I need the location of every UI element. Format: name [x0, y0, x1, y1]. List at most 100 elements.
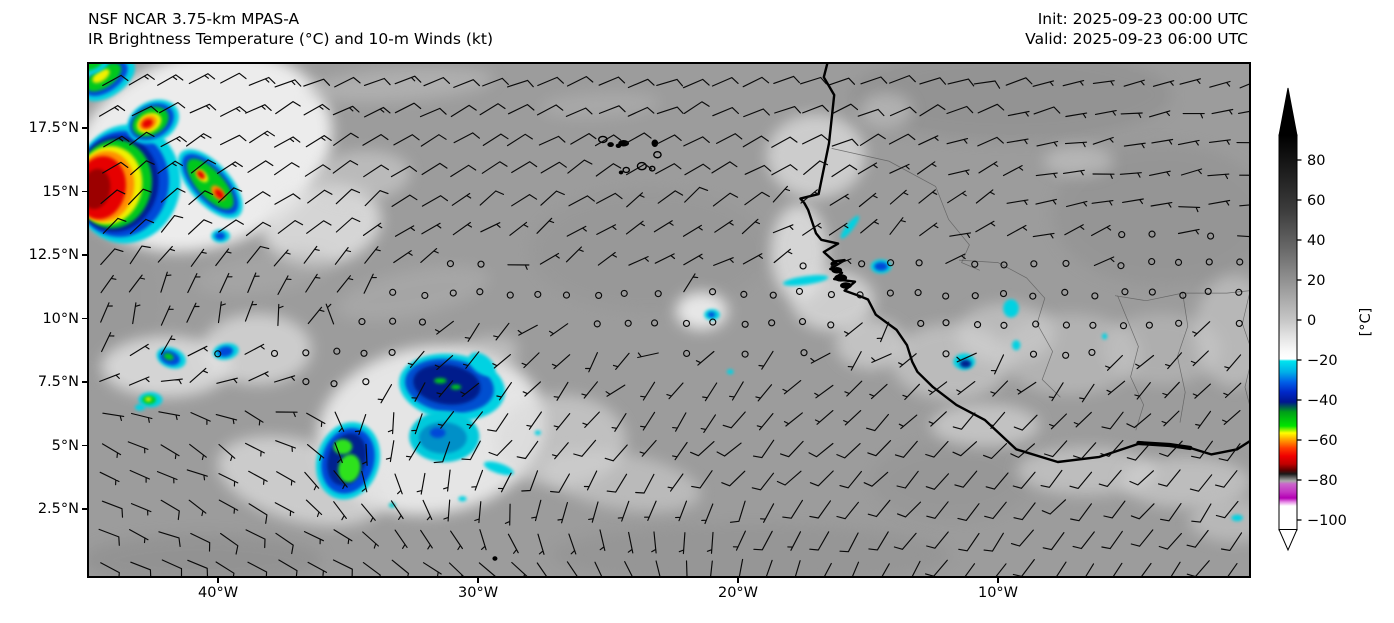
y-axis-tick-label: 7.5°N — [37, 374, 79, 390]
calm-wind-circle — [330, 380, 338, 388]
wind-barb — [1062, 169, 1085, 176]
wind-barb — [248, 371, 269, 382]
wind-barb — [391, 194, 418, 207]
wind-barb — [1101, 411, 1124, 430]
wind-barb — [361, 470, 368, 493]
wind-barb — [898, 353, 917, 368]
wind-barb — [128, 274, 146, 293]
wind-barb — [303, 531, 324, 545]
wind-barb — [551, 442, 569, 460]
wind-barb — [625, 132, 652, 144]
wind-barb — [925, 440, 949, 458]
wind-barb — [217, 301, 226, 324]
wind-barb — [496, 382, 512, 401]
y-axis-tick-mark — [82, 254, 87, 256]
wind-barb — [1236, 142, 1251, 144]
calm-wind-circle — [1032, 320, 1040, 328]
wind-barb — [363, 77, 391, 86]
wind-barb — [219, 272, 233, 294]
wind-barb — [582, 411, 600, 428]
wind-barb — [1180, 168, 1203, 176]
wind-barb — [1064, 224, 1085, 236]
wind-barb — [101, 332, 115, 353]
calm-wind-circle — [1148, 258, 1156, 266]
wind-barb — [451, 192, 472, 206]
wind-barb — [187, 345, 208, 357]
calm-wind-circle — [800, 349, 808, 357]
wind-barb — [1049, 413, 1067, 430]
wind-barb — [1093, 256, 1115, 267]
wind-barb — [741, 218, 761, 235]
wind-barb — [656, 106, 684, 115]
calm-wind-circle — [1061, 288, 1069, 296]
wind-barb — [925, 559, 948, 577]
y-axis-tick-label: 17.5°N — [28, 120, 79, 137]
wind-barb — [218, 443, 236, 461]
wind-barb — [800, 189, 820, 204]
wind-barb — [644, 500, 657, 521]
wind-barb — [334, 76, 361, 88]
calm-wind-circle — [360, 349, 368, 357]
wind-barb — [1177, 139, 1200, 146]
wind-barb — [1062, 80, 1085, 87]
wind-barb — [803, 160, 829, 175]
wind-barb — [640, 411, 656, 431]
wind-barb — [625, 220, 645, 235]
calm-wind-circle — [333, 347, 341, 355]
calm-wind-circle — [595, 291, 603, 300]
wind-barb — [800, 76, 827, 85]
wind-barb — [956, 381, 976, 395]
wind-barb — [422, 562, 442, 578]
wind-barb — [1032, 232, 1055, 239]
wind-barb — [275, 440, 296, 452]
wind-barb — [828, 77, 856, 86]
wind-barb — [307, 561, 328, 576]
x-axis-tick-mark — [997, 578, 999, 583]
wind-barb — [407, 350, 425, 368]
wind-barb — [871, 353, 892, 363]
calm-wind-circle — [1148, 230, 1156, 238]
wind-barb — [975, 220, 996, 233]
wind-barb — [1177, 228, 1200, 235]
wind-barb — [716, 133, 743, 144]
calm-wind-circle — [973, 321, 982, 329]
wind-barb — [594, 561, 604, 578]
wind-barb — [682, 224, 703, 237]
wind-barb — [307, 189, 333, 204]
wind-barb — [755, 384, 773, 402]
wind-barb — [949, 232, 972, 238]
wind-barb — [683, 136, 710, 147]
wind-barb — [98, 105, 126, 117]
wind-barb — [1092, 173, 1115, 179]
calm-wind-circle — [650, 319, 659, 327]
wind-barb — [1010, 529, 1034, 547]
wind-barb — [516, 440, 539, 460]
wind-barb — [1100, 439, 1124, 457]
wind-barb — [128, 376, 150, 386]
wind-barb — [504, 503, 511, 526]
wind-barb — [464, 322, 480, 342]
wind-barb — [189, 443, 207, 461]
calm-wind-circle — [562, 291, 571, 299]
wind-barb — [364, 190, 389, 207]
wind-barb — [654, 253, 676, 264]
wind-barb — [830, 258, 852, 267]
calm-wind-circle — [915, 259, 923, 267]
wind-barb — [889, 189, 909, 205]
calm-wind-circle — [1119, 322, 1128, 330]
wind-barb — [1070, 503, 1092, 522]
wind-barb — [188, 499, 207, 517]
wind-barb — [274, 79, 302, 88]
product-title: IR Brightness Temperature (°C) and 10-m … — [88, 30, 493, 48]
wind-barb — [247, 160, 274, 173]
wind-barb — [1069, 471, 1093, 489]
calm-wind-circle — [795, 287, 804, 295]
wind-barb — [919, 104, 946, 117]
wind-barb — [1130, 529, 1154, 547]
wind-barb — [604, 444, 628, 462]
wind-barb — [1207, 173, 1230, 180]
wind-barb — [160, 136, 187, 148]
wind-barb — [274, 136, 301, 148]
wind-barb — [667, 473, 684, 492]
wind-barb — [847, 351, 862, 371]
